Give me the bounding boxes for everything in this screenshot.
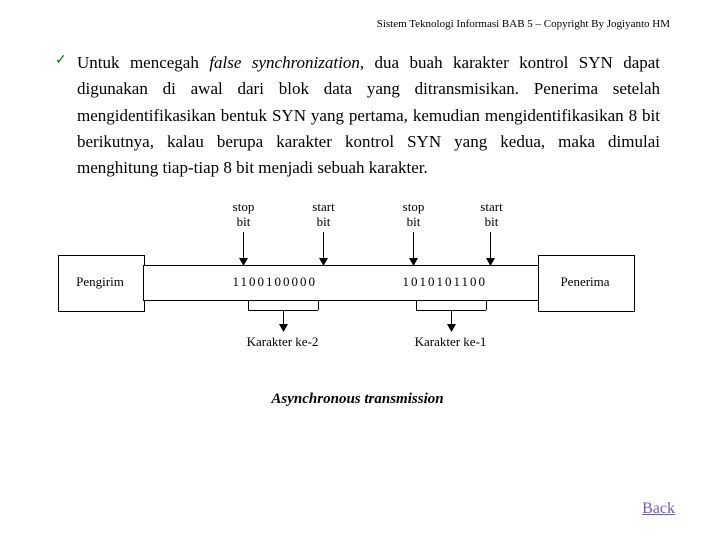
sender-label: Pengirim xyxy=(63,275,138,290)
bits-2: 1100100000 xyxy=(233,274,318,290)
label-stop-bit-1: stop bit xyxy=(398,200,430,230)
check-icon: ✓ xyxy=(55,50,77,72)
label-start-bit-2: start bit xyxy=(308,200,340,230)
content: ✓ Untuk mencegah false synchronization, … xyxy=(0,30,720,420)
para-italic: false synchronization xyxy=(209,53,360,72)
back-link[interactable]: Back xyxy=(642,500,675,518)
char-2-label: Karakter ke-2 xyxy=(228,335,338,350)
label-start-bit-1: start bit xyxy=(476,200,508,230)
char-1-label: Karakter ke-1 xyxy=(396,335,506,350)
label-stop-bit-2: stop bit xyxy=(228,200,260,230)
receiver-label: Penerima xyxy=(543,275,628,290)
diagram-caption: Asynchronous transmission xyxy=(58,391,658,408)
para-pre: Untuk mencegah xyxy=(77,53,209,72)
paragraph: Untuk mencegah false synchronization, du… xyxy=(77,50,660,182)
page-header: Sistem Teknologi Informasi BAB 5 – Copyr… xyxy=(0,0,720,30)
bits-1: 1010101100 xyxy=(403,274,488,290)
diagram: stop bit start bit stop bit start bit Pe… xyxy=(58,200,658,420)
